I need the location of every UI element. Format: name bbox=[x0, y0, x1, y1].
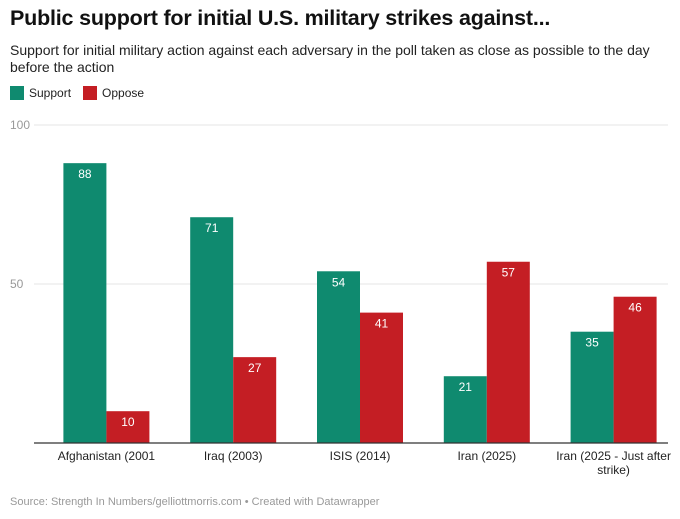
y-tick-label-50: 50 bbox=[10, 277, 24, 291]
bar-oppose-4 bbox=[613, 296, 657, 443]
legend-swatch-oppose bbox=[83, 86, 98, 100]
legend-item-support: Support bbox=[10, 86, 71, 100]
bar-oppose-2 bbox=[360, 312, 403, 443]
legend-swatch-support bbox=[10, 86, 24, 100]
bar-support-3 bbox=[443, 376, 487, 443]
data-label-oppose-4: 46 bbox=[628, 301, 642, 315]
data-label-support-2: 54 bbox=[332, 275, 346, 289]
x-tick-label-2: ISIS (2014) bbox=[330, 449, 391, 463]
chart-title: Public support for initial U.S. military… bbox=[10, 6, 551, 30]
x-tick-label-4-line1: strike) bbox=[597, 463, 630, 477]
bar-support-2 bbox=[317, 271, 360, 443]
bar-support-4 bbox=[570, 331, 614, 443]
x-tick-label-0: Afghanistan (2001 bbox=[58, 449, 156, 463]
x-tick-label-1: Iraq (2003) bbox=[204, 449, 263, 463]
bar-oppose-0 bbox=[106, 411, 150, 443]
x-tick-label-4: Iran (2025 - Just after bbox=[556, 449, 671, 463]
source-note: Source: Strength In Numbers/gelliottmorr… bbox=[10, 496, 380, 508]
legend-item-oppose: Oppose bbox=[83, 86, 144, 100]
data-label-support-1: 71 bbox=[205, 221, 219, 235]
data-label-oppose-1: 27 bbox=[248, 361, 262, 375]
data-label-support-3: 21 bbox=[459, 380, 473, 394]
data-label-oppose-2: 41 bbox=[375, 317, 389, 331]
data-label-oppose-0: 10 bbox=[121, 415, 135, 429]
bar-support-1 bbox=[190, 217, 234, 443]
bar-oppose-1 bbox=[233, 357, 277, 443]
chart-subtitle: Support for initial military action agai… bbox=[10, 42, 650, 75]
legend-label-oppose: Oppose bbox=[102, 86, 145, 100]
data-label-support-4: 35 bbox=[585, 336, 599, 350]
bar-support-0 bbox=[63, 163, 107, 443]
data-label-support-0: 88 bbox=[78, 167, 92, 181]
x-tick-label-3: Iran (2025) bbox=[457, 449, 516, 463]
y-tick-label-100: 100 bbox=[10, 118, 30, 132]
data-label-oppose-3: 57 bbox=[502, 266, 516, 280]
legend: Support Oppose bbox=[10, 86, 156, 100]
legend-label-support: Support bbox=[29, 86, 72, 100]
bar-oppose-3 bbox=[486, 261, 530, 443]
